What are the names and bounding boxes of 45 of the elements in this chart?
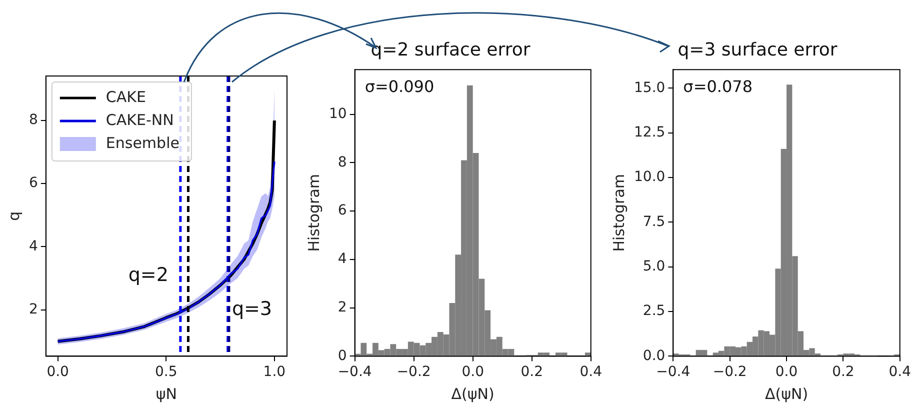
y-axis-title: Histogram (304, 174, 323, 252)
x-tick-label: 1.0 (263, 364, 286, 380)
x-tick-label: 0.2 (832, 364, 854, 380)
y-tick-label: 6 (28, 175, 38, 192)
y-tick-label: 10 (328, 106, 347, 122)
x-tick-label: −0.2 (712, 364, 747, 380)
y-axis-title: q (4, 211, 23, 221)
y-tick-label: 0.0 (642, 348, 666, 364)
annotation: q=2 (128, 264, 168, 286)
legend-label: CAKE-NN (106, 110, 174, 129)
annotation: σ=0.090 (364, 76, 434, 96)
y-tick-label: 8 (28, 112, 38, 128)
x-tick-label: 0.0 (46, 364, 69, 380)
x-tick-label: 0.0 (462, 364, 484, 380)
x-axis-title: ψN (156, 384, 178, 403)
y-axis-title: Histogram (610, 174, 628, 252)
x-tick-label: 0.4 (580, 364, 602, 380)
y-tick-label: 6 (338, 202, 347, 219)
y-tick-label: 4 (28, 238, 38, 254)
x-tick-label: 0.4 (888, 364, 912, 380)
chart-title: q=2 surface error (370, 39, 531, 60)
y-tick-label: 7.5 (642, 214, 666, 230)
legend-label: CAKE (106, 88, 146, 106)
y-tick-label: 8 (338, 154, 347, 170)
x-tick-label: −0.2 (396, 364, 431, 380)
x-axis-title: Δ(ψN) (764, 384, 808, 403)
x-tick-label: 0.0 (775, 364, 798, 380)
y-tick-label: 0 (338, 348, 347, 364)
y-tick-label: 2 (338, 299, 347, 316)
annotation: q=3 (232, 298, 272, 320)
y-tick-label: 12.5 (634, 124, 666, 140)
y-tick-label: 15.0 (634, 80, 666, 96)
x-tick-label: −0.4 (656, 364, 690, 380)
y-tick-label: 2.5 (642, 303, 666, 320)
y-tick-label: 5.0 (642, 258, 666, 274)
y-tick-label: 10.0 (634, 169, 666, 186)
chart-title: q=3 surface error (678, 39, 838, 60)
y-tick-label: 4 (338, 251, 347, 268)
x-tick-label: 0.5 (154, 364, 178, 380)
annotation: σ=0.078 (683, 76, 753, 96)
x-axis-title: Δ(ψN) (451, 384, 494, 403)
legend-label: Ensemble (106, 134, 180, 152)
x-tick-label: 0.2 (520, 364, 543, 380)
x-tick-label: −0.4 (338, 364, 372, 380)
y-tick-label: 2 (28, 301, 38, 318)
